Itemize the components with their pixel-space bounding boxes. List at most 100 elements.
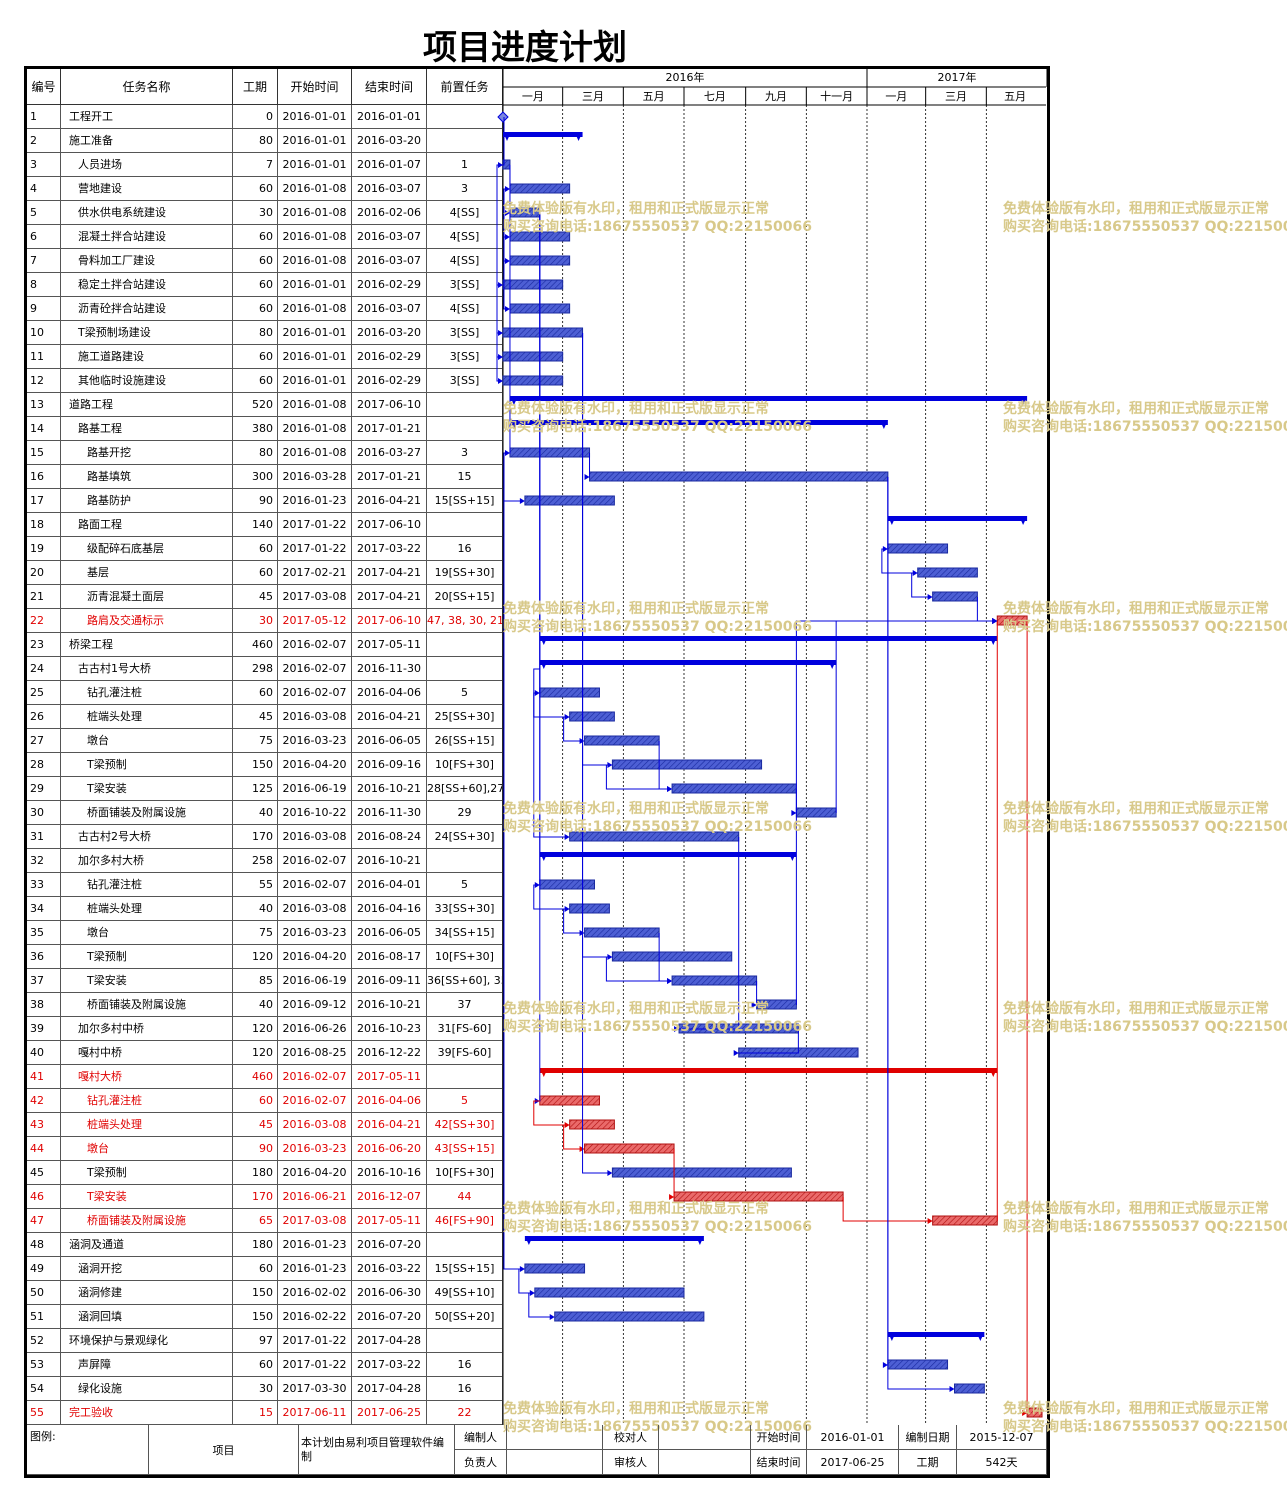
task-bar	[611, 951, 733, 962]
table-row[interactable]: 50 涵洞修建 150 2016-02-02 2016-06-30 49[SS+10]	[27, 1281, 503, 1305]
reviewer-label: 审核人	[603, 1450, 659, 1475]
table-row[interactable]: 1 工程开工 0 2016-01-01 2016-01-01	[27, 105, 503, 129]
table-row[interactable]: 36 T梁预制 120 2016-04-20 2016-08-17 10[FS+30]	[27, 945, 503, 969]
table-row[interactable]: 29 T梁安装 125 2016-06-19 2016-10-21 28[SS+60],2…	[27, 777, 503, 801]
table-row[interactable]: 15 路基开挖 80 2016-01-08 2016-03-27 3	[27, 441, 503, 465]
summary-left-cap	[887, 516, 896, 525]
task-duration: 90	[233, 489, 278, 513]
table-row[interactable]: 43 桩端头处理 45 2016-03-08 2016-04-21 42[SS+30]	[27, 1113, 503, 1137]
col-header-duration: 工期	[233, 69, 278, 105]
task-bar	[509, 183, 571, 194]
task-duration: 170	[233, 1185, 278, 1209]
table-row[interactable]: 2 施工准备 80 2016-01-01 2016-03-20	[27, 129, 503, 153]
task-start: 2016-02-07	[278, 873, 352, 897]
table-row[interactable]: 48 涵洞及通道 180 2016-01-23 2016-07-20	[27, 1233, 503, 1257]
task-name: 涵洞修建	[61, 1281, 233, 1305]
table-row[interactable]: 46 T梁安装 170 2016-06-21 2016-12-07 44	[27, 1185, 503, 1209]
table-row[interactable]: 26 桩端头处理 45 2016-03-08 2016-04-21 25[SS+30]	[27, 705, 503, 729]
table-row[interactable]: 9 沥青砼拌合站建设 60 2016-01-08 2016-03-07 4[SS]	[27, 297, 503, 321]
dependency-link	[605, 956, 669, 982]
dependency-link	[582, 333, 609, 1174]
table-row[interactable]: 40 嘎村中桥 120 2016-08-25 2016-12-22 39[FS-60]	[27, 1041, 503, 1065]
table-row[interactable]: 3 人员进场 7 2016-01-01 2016-01-07 1	[27, 153, 503, 177]
table-row[interactable]: 7 骨料加工厂建设 60 2016-01-08 2016-03-07 4[SS]	[27, 249, 503, 273]
summary-right-cap	[828, 660, 837, 669]
table-row[interactable]: 39 加尔多村中桥 120 2016-06-26 2016-10-23 31[FS-60]	[27, 1017, 503, 1041]
dependency-link	[563, 716, 581, 742]
table-row[interactable]: 37 T梁安装 85 2016-06-19 2016-09-11 36[SS+60], 3…	[27, 969, 503, 993]
dependency-arrow	[579, 930, 585, 936]
task-end: 2016-04-01	[352, 873, 427, 897]
month-label: 三月	[582, 90, 604, 103]
task-start: 2017-01-22	[278, 1353, 352, 1377]
table-row[interactable]: 32 加尔多村大桥 258 2016-02-07 2016-10-21	[27, 849, 503, 873]
task-bar	[524, 1263, 586, 1274]
task-name: 钻孔灌注桩	[61, 873, 233, 897]
task-duration: 80	[233, 321, 278, 345]
task-duration: 180	[233, 1233, 278, 1257]
task-bar	[569, 831, 740, 842]
table-row[interactable]: 31 古古村2号大桥 170 2016-03-08 2016-08-24 24[SS+30…	[27, 825, 503, 849]
table-row[interactable]: 30 桥面铺装及附属设施 40 2016-10-22 2016-11-30 29	[27, 801, 503, 825]
summary-bar	[887, 516, 1028, 521]
table-row[interactable]: 28 T梁预制 150 2016-04-20 2016-09-16 10[FS+30]	[27, 753, 503, 777]
table-row[interactable]: 47 桥面铺装及附属设施 65 2017-03-08 2017-05-11 46[FS+9…	[27, 1209, 503, 1233]
table-row[interactable]: 14 路基工程 380 2016-01-08 2017-01-21	[27, 417, 503, 441]
table-row[interactable]: 33 钻孔灌注桩 55 2016-02-07 2016-04-01 5	[27, 873, 503, 897]
dependency-arrow	[579, 1146, 585, 1152]
task-start: 2016-03-08	[278, 897, 352, 921]
table-row[interactable]: 11 施工道路建设 60 2016-01-01 2016-02-29 3[SS]	[27, 345, 503, 369]
task-id: 31	[27, 825, 61, 849]
table-row[interactable]: 24 古古村1号大桥 298 2016-02-07 2016-11-30	[27, 657, 503, 681]
table-row[interactable]: 34 桩端头处理 40 2016-03-08 2016-04-16 33[SS+30]	[27, 897, 503, 921]
table-row[interactable]: 45 T梁预制 180 2016-04-20 2016-10-16 10[FS+30]	[27, 1161, 503, 1185]
table-row[interactable]: 10 T梁预制场建设 80 2016-01-01 2016-03-20 3[SS]	[27, 321, 503, 345]
table-row[interactable]: 27 墩台 75 2016-03-23 2016-06-05 26[SS+15]	[27, 729, 503, 753]
task-duration: 520	[233, 393, 278, 417]
table-row[interactable]: 19 级配碎石底基层 60 2017-01-22 2017-03-22 16	[27, 537, 503, 561]
table-row[interactable]: 18 路面工程 140 2017-01-22 2017-06-10	[27, 513, 503, 537]
task-id: 39	[27, 1017, 61, 1041]
table-row[interactable]: 5 供水供电系统建设 30 2016-01-08 2016-02-06 4[SS]	[27, 201, 503, 225]
table-row[interactable]: 12 其他临时设施建设 60 2016-01-01 2016-02-29 3[SS]	[27, 369, 503, 393]
task-id: 13	[27, 393, 61, 417]
table-row[interactable]: 22 路肩及交通标示 30 2017-05-12 2017-06-10 47, 38, 3…	[27, 609, 503, 633]
table-row[interactable]: 44 墩台 90 2016-03-23 2016-06-20 43[SS+15]	[27, 1137, 503, 1161]
dependency-link	[563, 1124, 581, 1150]
table-row[interactable]: 4 营地建设 60 2016-01-08 2016-03-07 3	[27, 177, 503, 201]
task-duration: 258	[233, 849, 278, 873]
table-row[interactable]: 20 基层 60 2017-02-21 2017-04-21 19[SS+30]	[27, 561, 503, 585]
task-bar	[569, 1119, 615, 1130]
dependency-arrow	[549, 1314, 555, 1320]
table-row[interactable]: 41 嘎村大桥 460 2016-02-07 2017-05-11	[27, 1065, 503, 1089]
table-row[interactable]: 17 路基防护 90 2016-01-23 2016-04-21 15[SS+15]	[27, 489, 503, 513]
legend-item-label: 项目	[149, 1425, 299, 1475]
table-row[interactable]: 21 沥青混凝土面层 45 2017-03-08 2017-04-21 20[SS+15]	[27, 585, 503, 609]
table-row[interactable]: 54 绿化设施 30 2017-03-30 2017-04-28 16	[27, 1377, 503, 1401]
summary-right-cap	[1019, 396, 1028, 405]
table-row[interactable]: 52 环境保护与景观绿化 97 2017-01-22 2017-04-28	[27, 1329, 503, 1353]
table-row[interactable]: 35 墩台 75 2016-03-23 2016-06-05 34[SS+15]	[27, 921, 503, 945]
task-bar	[611, 1167, 792, 1178]
table-row[interactable]: 8 稳定土拌合站建设 60 2016-01-01 2016-02-29 3[SS]	[27, 273, 503, 297]
task-start: 2017-03-30	[278, 1377, 352, 1401]
duration-value: 542天	[957, 1450, 1047, 1475]
task-start: 2016-01-08	[278, 201, 352, 225]
table-row[interactable]: 25 钻孔灌注桩 60 2016-02-07 2016-04-06 5	[27, 681, 503, 705]
table-row[interactable]: 42 钻孔灌注桩 60 2016-02-07 2016-04-06 5	[27, 1089, 503, 1113]
end-value: 2017-06-25	[807, 1450, 899, 1475]
table-row[interactable]: 51 涵洞回填 150 2016-02-22 2016-07-20 50[SS+20]	[27, 1305, 503, 1329]
task-duration: 85	[233, 969, 278, 993]
table-row[interactable]: 55 完工验收 15 2017-06-11 2017-06-25 22	[27, 1401, 503, 1425]
task-bar	[502, 327, 584, 338]
month-label: 三月	[945, 90, 967, 103]
task-name: 供水供电系统建设	[61, 201, 233, 225]
task-name: 环境保护与景观绿化	[61, 1329, 233, 1353]
task-end: 2017-01-21	[352, 417, 427, 441]
dependency-arrow	[751, 1002, 757, 1008]
task-start: 2016-02-07	[278, 849, 352, 873]
task-bar	[887, 543, 949, 554]
table-row[interactable]: 23 桥梁工程 460 2016-02-07 2017-05-11	[27, 633, 503, 657]
dependency-link	[503, 188, 510, 310]
table-row[interactable]: 38 桥面铺装及附属设施 40 2016-09-12 2016-10-21 37	[27, 993, 503, 1017]
